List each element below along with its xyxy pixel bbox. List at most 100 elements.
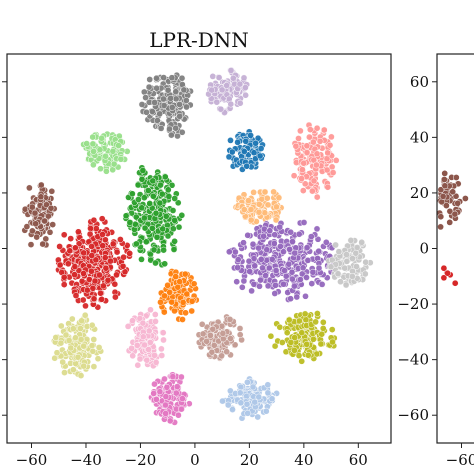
scatter-point bbox=[324, 183, 332, 191]
scatter-point bbox=[240, 277, 248, 285]
scatter-point bbox=[317, 340, 325, 348]
scatter-point bbox=[168, 298, 176, 306]
cluster-13 bbox=[124, 306, 167, 370]
scatter-point bbox=[23, 223, 31, 230]
scatter-point bbox=[213, 98, 221, 106]
scatter-point bbox=[68, 315, 76, 323]
scatter-point bbox=[240, 239, 247, 247]
scatter-point bbox=[78, 317, 85, 325]
scatter-point bbox=[47, 204, 55, 212]
scatter-point bbox=[218, 322, 226, 330]
scatter-point bbox=[129, 317, 136, 325]
scatter-point bbox=[281, 267, 288, 274]
scatter-point bbox=[264, 282, 272, 290]
scatter-point bbox=[444, 269, 451, 277]
scatter-point bbox=[261, 209, 269, 217]
scatter-point bbox=[278, 339, 286, 346]
cluster-15 bbox=[267, 310, 338, 365]
scatter-point bbox=[454, 199, 462, 207]
scatter-point bbox=[236, 80, 244, 88]
scatter-point bbox=[335, 248, 343, 256]
scatter-point bbox=[219, 335, 227, 343]
scatter-point bbox=[80, 362, 88, 370]
scatter-point bbox=[88, 252, 96, 259]
scatter-point bbox=[326, 141, 334, 149]
scatter-point bbox=[302, 316, 310, 324]
scatter-point bbox=[271, 290, 279, 297]
scatter-point bbox=[170, 246, 178, 253]
scatter-point bbox=[96, 271, 103, 279]
scatter-point bbox=[141, 341, 148, 349]
scatter-point bbox=[172, 95, 180, 103]
scatter-point bbox=[179, 395, 186, 402]
scatter-point bbox=[143, 356, 151, 364]
scatter-point bbox=[208, 86, 216, 94]
scatter-point bbox=[255, 393, 263, 401]
left-scatter-points bbox=[21, 66, 374, 426]
scatter-point bbox=[99, 231, 106, 238]
scatter-point bbox=[304, 351, 312, 359]
x-tick-label: 20 bbox=[240, 451, 259, 469]
scatter-point bbox=[264, 381, 272, 389]
scatter-point bbox=[146, 76, 154, 83]
scatter-point bbox=[215, 74, 223, 81]
scatter-point bbox=[62, 331, 70, 339]
scatter-point bbox=[334, 270, 342, 278]
scatter-point bbox=[72, 292, 80, 299]
scatter-point bbox=[238, 283, 246, 291]
scatter-point bbox=[247, 206, 255, 213]
scatter-point bbox=[296, 317, 303, 325]
scatter-point bbox=[229, 74, 237, 82]
scatter-point bbox=[119, 262, 127, 270]
scatter-point bbox=[59, 358, 67, 366]
scatter-point bbox=[90, 216, 98, 224]
scatter-point bbox=[219, 397, 226, 405]
scatter-point bbox=[446, 219, 454, 226]
scatter-point bbox=[90, 336, 98, 343]
scatter-point bbox=[165, 193, 173, 200]
scatter-point bbox=[228, 148, 236, 156]
cluster-8 bbox=[55, 215, 134, 311]
scatter-point bbox=[77, 372, 85, 379]
scatter-point bbox=[270, 188, 277, 196]
scatter-point bbox=[113, 271, 120, 279]
scatter-point bbox=[298, 175, 305, 182]
scatter-point bbox=[60, 273, 68, 281]
scatter-point bbox=[295, 230, 303, 238]
scatter-point bbox=[88, 342, 96, 349]
scatter-point bbox=[163, 383, 171, 391]
scatter-point bbox=[324, 149, 332, 157]
scatter-point bbox=[276, 223, 284, 231]
scatter-point bbox=[152, 259, 159, 267]
scatter-point bbox=[298, 329, 306, 337]
scatter-point bbox=[245, 197, 252, 205]
scatter-point bbox=[45, 212, 52, 220]
scatter-point bbox=[153, 74, 160, 82]
scatter-point bbox=[112, 293, 119, 301]
scatter-point bbox=[263, 194, 271, 202]
scatter-point bbox=[244, 231, 252, 239]
scatter-point bbox=[257, 145, 265, 152]
scatter-point bbox=[103, 167, 110, 175]
scatter-point bbox=[138, 204, 146, 212]
scatter-point bbox=[262, 407, 270, 415]
scatter-point bbox=[452, 174, 460, 181]
scatter-point bbox=[306, 133, 313, 141]
scatter-point bbox=[227, 100, 235, 108]
left-y-axis bbox=[2, 81, 7, 416]
y-tick-label: 20 bbox=[410, 184, 429, 202]
scatter-point bbox=[323, 166, 331, 174]
scatter-point bbox=[90, 363, 98, 370]
scatter-point bbox=[208, 348, 216, 356]
scatter-point bbox=[138, 101, 146, 108]
y-tick-label: 60 bbox=[410, 73, 429, 91]
cluster-11 bbox=[157, 268, 200, 323]
scatter-point bbox=[53, 349, 61, 357]
scatter-point bbox=[291, 249, 299, 257]
scatter-point bbox=[182, 97, 190, 104]
scatter-point bbox=[316, 137, 324, 145]
scatter-point bbox=[42, 235, 50, 243]
scatter-point bbox=[227, 67, 235, 74]
scatter-point bbox=[167, 94, 174, 102]
scatter-point bbox=[80, 270, 87, 277]
